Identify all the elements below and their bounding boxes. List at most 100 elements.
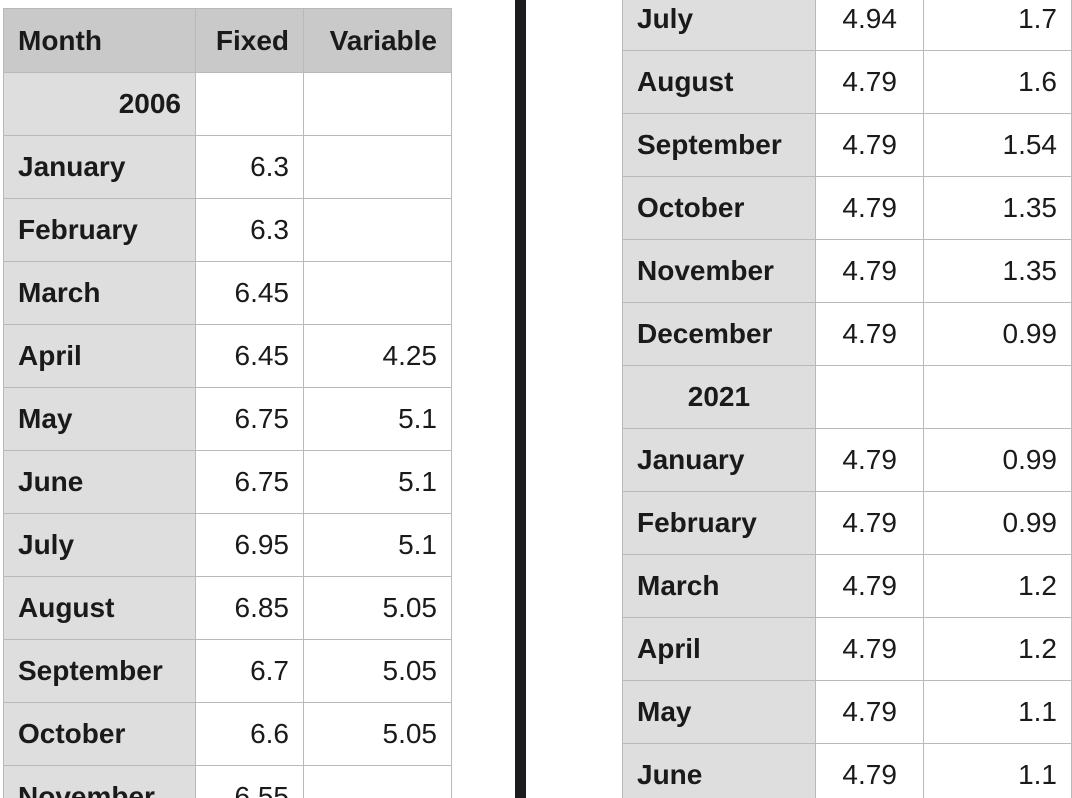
fixed-rate-cell[interactable]: 4.79 (814, 239, 925, 303)
fixed-rate-cell[interactable]: 4.79 (814, 617, 925, 681)
month-cell[interactable]: February (3, 198, 196, 262)
fixed-rate-cell[interactable]: 6.6 (195, 702, 304, 766)
fixed-rate-cell[interactable] (195, 72, 304, 136)
table-row: May 6.75 5.1 (3, 387, 452, 451)
table-row: October 6.6 5.05 (3, 702, 452, 766)
fixed-rate-cell[interactable]: 4.94 (814, 0, 925, 51)
fixed-rate-cell[interactable]: 4.79 (814, 113, 925, 177)
fixed-rate-cell[interactable]: 6.55 (195, 765, 304, 798)
month-cell[interactable]: January (622, 428, 816, 492)
month-cell[interactable]: April (622, 617, 816, 681)
fixed-rate-cell[interactable]: 4.79 (814, 491, 925, 555)
fixed-rate-cell[interactable]: 6.7 (195, 639, 304, 703)
variable-rate-cell[interactable] (923, 365, 1072, 429)
variable-rate-cell[interactable] (303, 135, 452, 199)
table-row: June 6.75 5.1 (3, 450, 452, 514)
fixed-rate-cell[interactable] (814, 365, 925, 429)
variable-rate-cell[interactable]: 5.05 (303, 639, 452, 703)
header-row: Month Fixed Variable (3, 8, 452, 73)
variable-rate-cell[interactable]: 1.1 (923, 743, 1072, 798)
month-cell[interactable]: September (3, 639, 196, 703)
variable-rate-cell[interactable]: 1.1 (923, 680, 1072, 744)
month-cell[interactable]: November (3, 765, 196, 798)
variable-rate-cell[interactable]: 1.6 (923, 50, 1072, 114)
variable-column-header: Variable (303, 8, 452, 73)
month-cell[interactable]: March (622, 554, 816, 618)
right-table-pane[interactable]: July 4.94 1.7 August 4.79 1.6 September 4.79 1.5… (528, 0, 1072, 798)
month-column-header: Month (3, 8, 196, 73)
variable-rate-cell[interactable]: 5.05 (303, 702, 452, 766)
month-cell[interactable]: May (622, 680, 816, 744)
fixed-rate-cell[interactable]: 6.85 (195, 576, 304, 640)
variable-rate-cell[interactable] (303, 765, 452, 798)
variable-rate-cell[interactable]: 5.05 (303, 576, 452, 640)
fixed-rate-cell[interactable]: 4.79 (814, 176, 925, 240)
variable-rate-cell[interactable]: 1.35 (923, 239, 1072, 303)
fixed-rate-cell[interactable]: 6.45 (195, 324, 304, 388)
month-cell[interactable]: August (3, 576, 196, 640)
month-cell[interactable]: August (622, 50, 816, 114)
variable-rate-cell[interactable]: 0.99 (923, 491, 1072, 555)
left-table-pane[interactable]: Month Fixed Variable 2006 January 6.3 Febru… (0, 0, 452, 798)
fixed-rate-cell[interactable]: 4.79 (814, 680, 925, 744)
fixed-rate-cell[interactable]: 4.79 (814, 50, 925, 114)
table-row: August 6.85 5.05 (3, 576, 452, 640)
variable-rate-cell[interactable] (303, 72, 452, 136)
table-row: July 4.94 1.7 (622, 0, 1072, 51)
fixed-rate-cell[interactable]: 6.45 (195, 261, 304, 325)
rates-table-right: July 4.94 1.7 August 4.79 1.6 September 4.79 1.5… (622, 0, 1072, 798)
table-row: February 6.3 (3, 198, 452, 262)
variable-rate-cell[interactable]: 1.35 (923, 176, 1072, 240)
variable-rate-cell[interactable]: 1.54 (923, 113, 1072, 177)
fixed-rate-cell[interactable]: 4.79 (814, 743, 925, 798)
fixed-column-header: Fixed (195, 8, 304, 73)
pane-divider[interactable] (515, 0, 526, 798)
month-cell[interactable]: October (622, 176, 816, 240)
year-heading-cell[interactable]: 2021 (622, 365, 816, 429)
fixed-rate-cell[interactable]: 6.75 (195, 387, 304, 451)
month-cell[interactable]: March (3, 261, 196, 325)
fixed-rate-cell[interactable]: 6.75 (195, 450, 304, 514)
month-cell[interactable]: April (3, 324, 196, 388)
variable-rate-cell[interactable]: 0.99 (923, 302, 1072, 366)
fixed-rate-cell[interactable]: 4.79 (814, 302, 925, 366)
fixed-rate-cell[interactable]: 4.79 (814, 554, 925, 618)
table-row: September 4.79 1.54 (622, 113, 1072, 177)
month-cell[interactable]: January (3, 135, 196, 199)
table-row: May 4.79 1.1 (622, 680, 1072, 744)
variable-rate-cell[interactable]: 1.7 (923, 0, 1072, 51)
variable-rate-cell[interactable]: 5.1 (303, 513, 452, 577)
fixed-rate-cell[interactable]: 6.95 (195, 513, 304, 577)
fixed-rate-cell[interactable]: 6.3 (195, 198, 304, 262)
table-row: 2021 (622, 365, 1072, 429)
variable-rate-cell[interactable]: 5.1 (303, 387, 452, 451)
month-cell[interactable]: February (622, 491, 816, 555)
fixed-rate-cell[interactable]: 4.79 (814, 428, 925, 492)
month-cell[interactable]: June (3, 450, 196, 514)
month-cell[interactable]: July (622, 0, 816, 51)
month-cell[interactable]: May (3, 387, 196, 451)
month-cell[interactable]: November (622, 239, 816, 303)
variable-rate-cell[interactable]: 5.1 (303, 450, 452, 514)
table-row: September 6.7 5.05 (3, 639, 452, 703)
variable-rate-cell[interactable]: 4.25 (303, 324, 452, 388)
month-cell[interactable]: December (622, 302, 816, 366)
table-row: June 4.79 1.1 (622, 743, 1072, 798)
variable-rate-cell[interactable] (303, 261, 452, 325)
variable-rate-cell[interactable]: 1.2 (923, 554, 1072, 618)
month-cell[interactable]: July (3, 513, 196, 577)
table-row: December 4.79 0.99 (622, 302, 1072, 366)
table-row: February 4.79 0.99 (622, 491, 1072, 555)
table-row: 2006 (3, 72, 452, 136)
table-row: November 6.55 (3, 765, 452, 798)
year-heading-cell[interactable]: 2006 (3, 72, 196, 136)
variable-rate-cell[interactable]: 0.99 (923, 428, 1072, 492)
variable-rate-cell[interactable] (303, 198, 452, 262)
month-cell[interactable]: June (622, 743, 816, 798)
fixed-rate-cell[interactable]: 6.3 (195, 135, 304, 199)
table-row: November 4.79 1.35 (622, 239, 1072, 303)
month-cell[interactable]: September (622, 113, 816, 177)
variable-rate-cell[interactable]: 1.2 (923, 617, 1072, 681)
month-cell[interactable]: October (3, 702, 196, 766)
rates-table-left: Month Fixed Variable 2006 January 6.3 Febru… (3, 8, 452, 798)
